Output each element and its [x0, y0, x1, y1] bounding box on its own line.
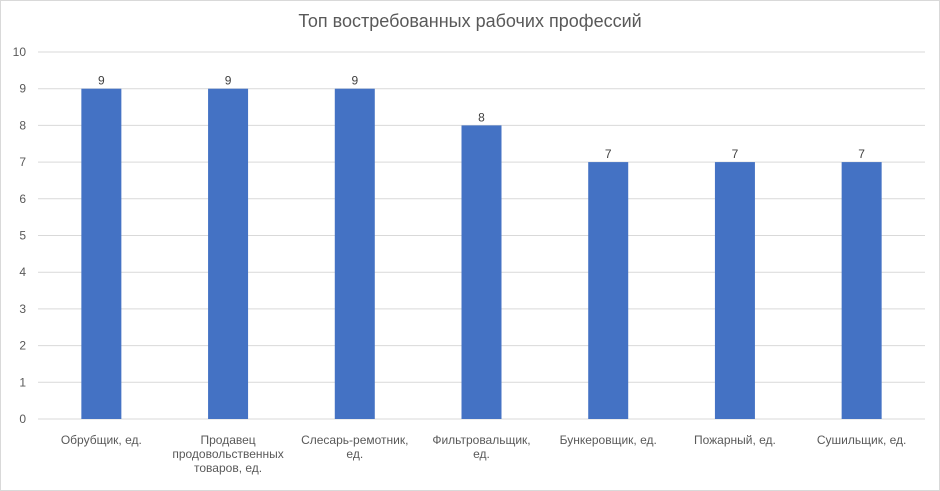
bar [81, 88, 122, 419]
y-tick-label: 4 [19, 265, 26, 279]
x-axis-categories: Обрубщик, ед. Продавецпродовольственныхто… [61, 433, 907, 475]
data-label: 7 [858, 147, 865, 161]
bar [714, 162, 755, 419]
bar [588, 162, 629, 419]
bar [334, 88, 375, 419]
x-category-label: Фильтровальщик, [432, 433, 530, 447]
x-category-label: Пожарный, ед. [694, 433, 776, 447]
y-tick-label: 8 [19, 118, 26, 132]
y-tick-label: 1 [19, 375, 26, 389]
bar [208, 88, 249, 419]
data-label: 9 [225, 74, 232, 88]
x-category-label: Слесарь-ремотник, [301, 433, 408, 447]
data-label: 9 [98, 74, 105, 88]
data-label: 8 [478, 110, 485, 124]
data-label: 7 [605, 147, 612, 161]
bar [461, 125, 502, 420]
y-tick-label: 0 [19, 412, 26, 426]
chart-title: Топ востребованных рабочих профессий [298, 11, 641, 31]
x-category-label: товаров, ед. [194, 461, 262, 475]
y-tick-label: 5 [19, 229, 26, 243]
y-tick-label: 6 [19, 192, 26, 206]
y-tick-label: 7 [19, 155, 26, 169]
y-tick-label: 2 [19, 339, 26, 353]
data-label: 7 [732, 147, 739, 161]
y-tick-label: 3 [19, 302, 26, 316]
y-tick-label: 10 [13, 45, 27, 59]
x-category-label: ед. [346, 447, 363, 461]
x-category-label: продовольственных [172, 447, 283, 461]
data-label: 9 [351, 74, 358, 88]
x-category-label: Обрубщик, ед. [61, 433, 142, 447]
x-category-label: ед. [473, 447, 490, 461]
bars [81, 88, 882, 420]
data-labels: 9 9 9 8 7 7 7 [98, 74, 865, 161]
y-tick-label: 9 [19, 82, 26, 96]
x-category-label: Продавец [200, 433, 255, 447]
x-category-label: Сушильщик, ед. [817, 433, 907, 447]
y-axis-ticks: 0 1 2 3 4 5 6 7 8 9 10 [13, 45, 27, 426]
x-category-label: Бункеровщик, ед. [560, 433, 657, 447]
bar [841, 162, 882, 419]
